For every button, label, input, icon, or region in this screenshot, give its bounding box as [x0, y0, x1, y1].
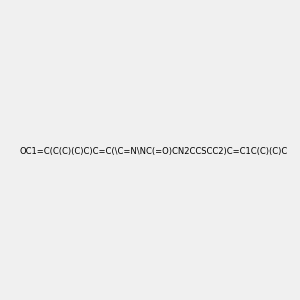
- Text: OC1=C(C(C)(C)C)C=C(\C=N\NC(=O)CN2CCSCC2)C=C1C(C)(C)C: OC1=C(C(C)(C)C)C=C(\C=N\NC(=O)CN2CCSCC2)…: [20, 147, 288, 156]
